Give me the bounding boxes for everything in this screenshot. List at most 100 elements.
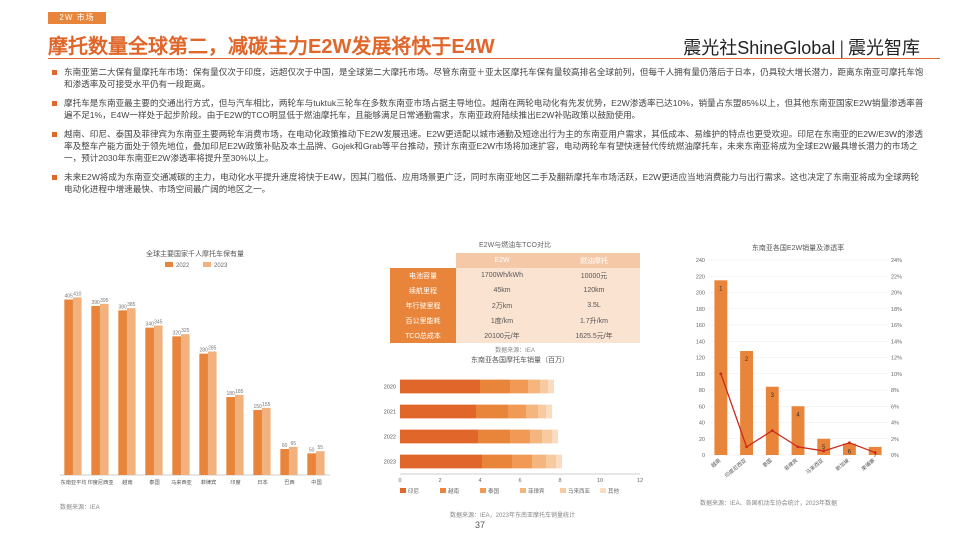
bar-rank-label: 3 [771, 393, 775, 399]
y2-tick-label: 0% [891, 453, 899, 459]
bar-value-label: 410 [73, 291, 82, 297]
x-tick-label: 0 [398, 478, 401, 484]
chart-title: 东南亚各国E2W销量及渗透率 [752, 243, 844, 252]
y2-tick-label: 2% [891, 437, 899, 443]
x-tick-label: 印度尼西亚 [88, 478, 114, 486]
brand-en: ShineGlobal [737, 38, 836, 58]
x-tick-label: 菲律宾 [201, 478, 217, 486]
page-number: 37 [474, 520, 485, 530]
stack-segment [480, 379, 510, 394]
bar-value-label: 285 [208, 346, 217, 352]
bar-rank-label: 6 [848, 450, 852, 456]
y-tick-label: 240 [696, 258, 705, 264]
bar-value-label: 395 [100, 298, 109, 304]
legend-label: 其他 [608, 487, 620, 495]
x-tick-label: 马来西亚 [171, 478, 192, 486]
legend-label: 越南 [448, 487, 460, 495]
x-tick-label: 巴西 [284, 479, 294, 486]
line-point [848, 441, 851, 445]
tco-panel: E2W与燃油车TCO对比 E2W 燃油摩托 电池容量 1700Wh/kWh 1000… [390, 240, 660, 354]
y2-tick-label: 18% [891, 307, 902, 313]
brand-logo: 震光社ShineGlobal | 震光智库 [683, 34, 920, 60]
bar-value-label: 405 [64, 294, 73, 300]
chart-title: 东南亚各国摩托车销量（百万） [471, 355, 569, 364]
y-tick-label: 160 [696, 323, 705, 329]
stack-segment [530, 429, 542, 444]
y-tick-label: 0 [702, 453, 705, 459]
tco-cell: 45km [456, 283, 548, 298]
legend-label: 菲律宾 [528, 487, 545, 495]
y2-tick-label: 22% [891, 274, 902, 280]
y2-tick-label: 10% [891, 372, 902, 378]
tco-cell: 1.7升/km [548, 313, 640, 328]
tco-col-1: E2W [456, 253, 548, 268]
tco-header-row: E2W 燃油摩托 [390, 253, 640, 268]
x-tick-label: 日本 [257, 478, 267, 486]
stack-segment [508, 404, 526, 419]
bar [280, 449, 289, 475]
bar-value-label: 55 [317, 445, 323, 451]
tco-cell: 1625.5元/年 [548, 328, 640, 343]
tco-cell: 年行驶里程 [390, 298, 456, 313]
y-tick-label: 2022 [384, 435, 396, 441]
bar-value-label: 390 [91, 300, 100, 306]
stack-segment [528, 379, 540, 394]
y2-tick-label: 20% [891, 291, 902, 297]
y-tick-label: 120 [696, 356, 705, 362]
x-tick-label: 10 [597, 478, 603, 484]
stack-segment [478, 429, 510, 444]
tco-table: E2W 燃油摩托 电池容量 1700Wh/kWh 10000元 续航里程 45km 12… [390, 253, 640, 343]
title-rule [48, 58, 940, 59]
stack-segment [546, 454, 556, 469]
bar-rank-label: 1 [719, 286, 723, 292]
legend-swatch [480, 488, 486, 493]
bar [145, 327, 154, 475]
chart-mid-panel: 东南亚各国摩托车销量（百万） 2020 2021 2022 2023 0 2 4 6 8 10 12 印… [370, 352, 670, 522]
y-tick-label: 200 [696, 291, 705, 297]
tco-cell: 3.5L [548, 298, 640, 313]
y2-tick-label: 12% [891, 356, 902, 362]
legend-swatch [560, 488, 566, 493]
y-tick-label: 20 [699, 437, 705, 443]
bar [714, 280, 728, 455]
bullet-item: 摩托车是东南亚最主要的交通出行方式，但与汽车相比，两轮车与tuktuk三轮车在多… [52, 97, 924, 122]
bar [153, 325, 163, 475]
bar-value-label: 345 [154, 320, 163, 326]
y2-tick-label: 8% [891, 388, 899, 394]
stack-segment [476, 404, 508, 419]
x-tick-label: 中国 [311, 478, 321, 486]
section-tag: 2W 市场 [48, 12, 106, 24]
tco-cell: 10000元 [548, 268, 640, 283]
y-tick-label: 100 [696, 372, 705, 378]
bar [234, 394, 244, 475]
page-title: 摩托数量全球第二，减碳主力E2W发展将快于E4W [48, 36, 495, 58]
bar-value-label: 65 [290, 441, 296, 447]
chart-left-panel: 全球主要国家千人摩托车保有量 2022 2023 405 410 东南亚平均 390 395 印… [40, 240, 340, 520]
y-tick-label: 40 [699, 421, 705, 427]
bar-value-label: 180 [226, 391, 235, 397]
bar [868, 446, 882, 455]
bar-value-label: 280 [199, 348, 208, 354]
bar [180, 334, 190, 475]
bar-value-label: 50 [309, 447, 315, 453]
line-point [873, 451, 877, 454]
tco-title: E2W与燃油车TCO对比 [479, 242, 551, 249]
legend-label: 2022 [176, 263, 190, 269]
y-tick-label: 220 [696, 274, 705, 280]
stack-segment [400, 454, 482, 469]
y-tick-label: 2020 [384, 385, 396, 391]
x-tick-label: 6 [518, 478, 521, 484]
x-tick-label: 东南亚平均 [61, 478, 87, 486]
stack-segment [552, 429, 558, 444]
x-tick-label: 4 [478, 478, 481, 484]
bar [740, 351, 753, 455]
legend-swatch [520, 488, 526, 493]
chart-right-source: 数据来源：IEA、各国机动车协会统计，2023年数据 [700, 501, 838, 507]
stack-segment [400, 404, 476, 419]
x-tick-label: 8 [558, 478, 561, 484]
chart-mid-source: 数据来源：IEA，2023年东南亚摩托车销量统计 [450, 513, 576, 519]
bar [253, 410, 262, 475]
stack-segment [510, 379, 528, 394]
bar-value-label: 340 [145, 322, 154, 328]
chart-left-source: 数据来源：IEA [60, 505, 100, 511]
